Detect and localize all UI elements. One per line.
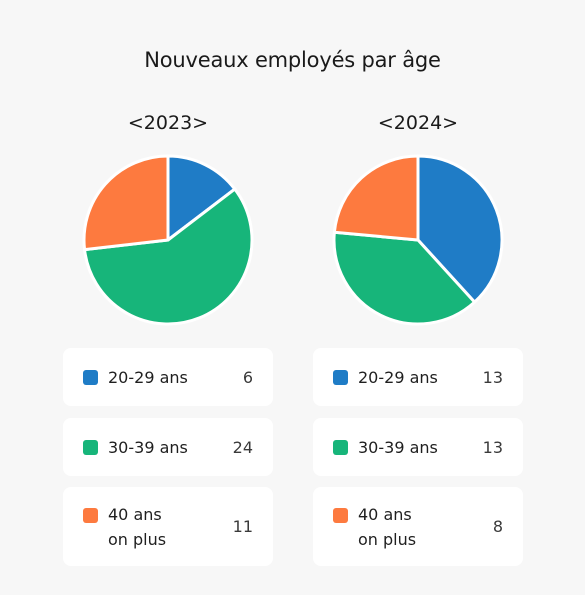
legend-swatch-30-39 bbox=[83, 439, 98, 455]
legend-value-20-29: 6 bbox=[242, 367, 253, 387]
legend-value-20-29: 13 bbox=[482, 367, 503, 387]
pie-slice-20-29 bbox=[166, 154, 237, 242]
legend-swatch-40-plus bbox=[83, 508, 98, 523]
pie-slice-40-plus bbox=[332, 154, 420, 242]
legend-value-40-plus: 11 bbox=[232, 517, 253, 536]
pie-slice-20-29 bbox=[416, 154, 504, 304]
legend-value-30-39: 13 bbox=[482, 437, 503, 457]
pie-slice-40-plus bbox=[82, 154, 170, 252]
legend-card-20-29-2024: 20-29 ans 13 bbox=[313, 348, 523, 406]
legend-swatch-20-29 bbox=[83, 369, 98, 385]
pie-chart-2023 bbox=[82, 154, 254, 326]
legend-swatch-40-plus bbox=[333, 508, 348, 523]
legend-value-40-plus: 8 bbox=[492, 517, 503, 536]
legend-card-40-plus-2024: 40 ans on plus 8 bbox=[313, 487, 523, 566]
pie-chart-2024 bbox=[332, 154, 504, 326]
legend-label-20-29: 20-29 ans bbox=[358, 367, 438, 387]
pie-title-2023: <2023> bbox=[127, 112, 209, 134]
legend-card-30-39-2024: 30-39 ans 13 bbox=[313, 418, 523, 476]
legend-label-30-39: 30-39 ans bbox=[108, 437, 188, 457]
legend-label-20-29: 20-29 ans bbox=[108, 367, 188, 387]
legend-label-30-39: 30-39 ans bbox=[358, 437, 438, 457]
pie-slice-30-39 bbox=[83, 187, 254, 326]
legend-label-40-plus: 40 ans on plus bbox=[358, 504, 417, 549]
chart-title: Nouveaux employés par âge bbox=[144, 48, 441, 72]
legend-card-20-29-2023: 20-29 ans 6 bbox=[63, 348, 273, 406]
pie-slice-30-39 bbox=[332, 230, 477, 326]
pie-title-2024: <2024> bbox=[377, 112, 459, 134]
legend-label-40-plus: 40 ans on plus bbox=[108, 504, 167, 549]
legend-swatch-30-39 bbox=[333, 439, 348, 455]
legend-swatch-20-29 bbox=[333, 369, 348, 385]
legend-value-30-39: 24 bbox=[232, 437, 253, 457]
legend-card-30-39-2023: 30-39 ans 24 bbox=[63, 418, 273, 476]
legend-card-40-plus-2023: 40 ans on plus 11 bbox=[63, 487, 273, 566]
